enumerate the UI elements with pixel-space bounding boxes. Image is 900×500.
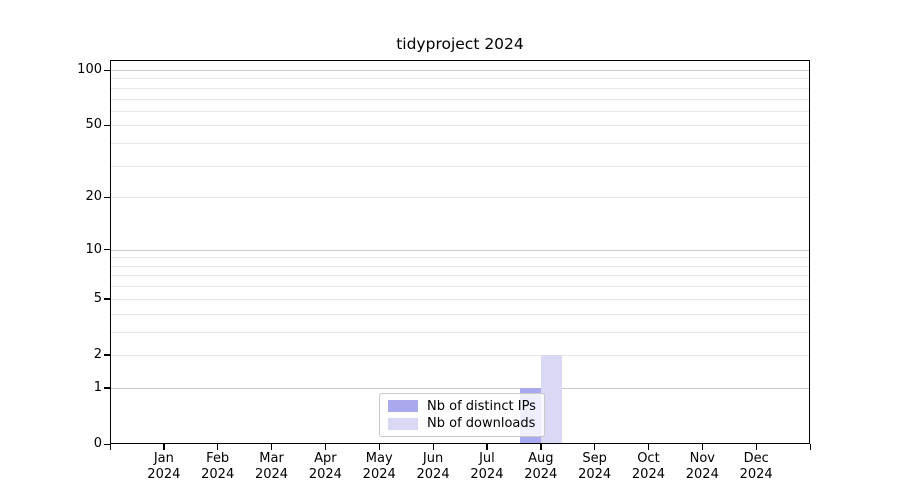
gridline-minor [110,143,810,145]
chart-title: tidyproject 2024 [396,35,524,53]
y-tick-label: 2 [93,346,102,362]
x-tick-year: 2024 [578,467,612,482]
x-tick-label: Nov 2024 [686,451,719,483]
x-tick-year: 2024 [201,467,235,482]
legend: Nb of distinct IPs Nb of downloads [379,393,545,437]
y-tick-label: 1 [93,379,102,395]
x-tick-month: May [365,451,393,466]
x-tick-month: Apr [314,451,337,466]
legend-label-distinct-ips: Nb of distinct IPs [427,398,536,414]
x-tick [378,444,381,450]
plot-spines [110,60,810,444]
x-tick-month: Nov [689,451,715,466]
gridline-minor [110,354,810,356]
gridline-minor [110,87,810,89]
gridline-minor [110,313,810,315]
x-tick-label: Dec 2024 [740,451,773,483]
gridline-minor [110,286,810,288]
gridline-major [110,249,810,251]
x-tick-label: Jan 2024 [147,451,180,483]
x-tick-month: Jun [422,451,444,466]
x-tick [271,444,273,450]
x-tick-month: Jul [479,451,495,466]
x-tick-month: Jan [153,451,174,466]
x-tick-month: Aug [528,451,554,466]
y-tick [104,249,110,251]
gridline-minor [110,125,810,127]
gridline-minor [110,197,810,199]
x-tick-year: 2024 [308,467,342,482]
legend-item-downloads: Nb of downloads [388,416,536,431]
x-tick-month: Feb [206,451,230,466]
x-tick-month: Mar [259,451,284,466]
x-tick [486,444,488,450]
x-tick-year: 2024 [685,467,719,482]
x-tick [540,444,542,450]
y-tick-label: 10 [85,241,102,257]
x-tick [163,444,165,450]
x-tick [755,444,757,450]
x-tick-label: Oct 2024 [632,451,665,483]
x-tick-month: Oct [637,451,660,466]
y-tick [104,354,110,356]
legend-swatch-downloads [388,417,418,430]
x-tick-label: May 2024 [363,451,396,483]
x-tick-year: 2024 [631,467,665,482]
x-tick [217,444,219,450]
legend-label-downloads: Nb of downloads [427,416,536,432]
y-tick [104,196,110,199]
bar-downloads [540,354,562,444]
gridline-minor [110,165,810,167]
x-tick-label: Feb 2024 [201,451,234,483]
y-tick-label: 100 [77,62,102,77]
gridline-minor [110,257,810,259]
x-tick-label: Aug 2024 [524,451,557,483]
x-tick-year: 2024 [524,467,558,482]
x-tick [647,444,650,450]
x-tick-year: 2024 [416,467,450,482]
x-tick [701,444,704,450]
x-tick-year: 2024 [147,467,181,482]
y-tick-label: 20 [85,189,102,205]
x-tick-label: Apr 2024 [309,451,342,483]
x-tick [324,444,327,450]
x-tick-label: Jun 2024 [417,451,450,483]
x-tick-year: 2024 [254,467,289,482]
y-tick-label: 50 [85,117,102,133]
x-axis-corner-tick [809,444,811,450]
gridline-major [110,387,810,389]
x-tick-year: 2024 [362,467,396,482]
x-tick-label: Sep 2024 [578,451,611,483]
gridline-minor [110,331,810,333]
gridline-major [110,70,810,71]
x-tick-year: 2024 [470,467,504,482]
gridline-minor [110,98,810,100]
gridline-minor [110,275,810,277]
y-tick [104,443,110,445]
gridline-minor [110,265,810,267]
y-tick [104,387,110,389]
legend-item-distinct-ips: Nb of distinct IPs [388,399,536,414]
gridline-minor [110,78,810,80]
y-tick-label: 5 [93,290,102,306]
plot-area: Nb of distinct IPs Nb of downloads [110,60,810,444]
y-tick [104,298,110,300]
x-tick-year: 2024 [739,467,773,482]
y-tick [104,124,110,127]
gridline-minor [110,298,810,300]
legend-swatch-distinct-ips [388,400,418,413]
x-axis-corner-tick [109,444,111,450]
x-tick [594,444,596,450]
x-tick-month: Dec [743,451,769,466]
gridline-minor [110,110,810,112]
x-tick [432,444,434,450]
x-tick-label: Mar 2024 [255,451,288,483]
x-tick-label: Jul 2024 [470,451,503,483]
x-tick-month: Sep [582,451,607,466]
y-tick-label: 0 [93,436,102,451]
y-tick [104,69,110,71]
